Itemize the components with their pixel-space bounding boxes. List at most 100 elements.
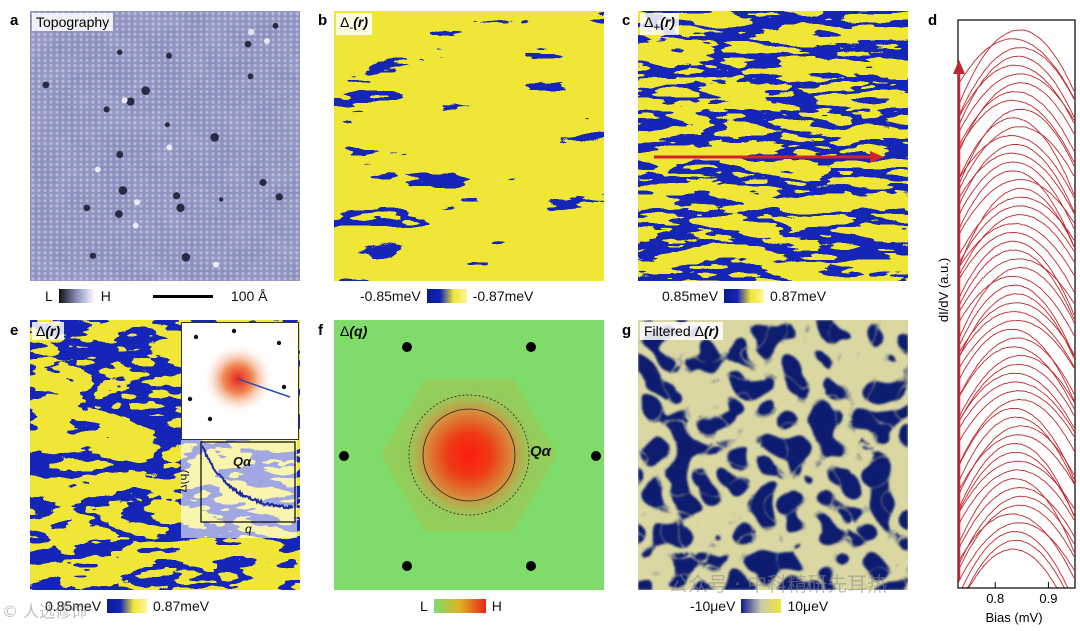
spectrum-curve: [957, 469, 1075, 526]
panel-letter-c: c: [622, 12, 631, 29]
panel-letter-b: b: [318, 12, 328, 29]
colorbar-low-label: L: [420, 598, 428, 614]
gap-map-plus: Δ+(r): [638, 11, 908, 281]
watermark: 公众号 · 中科精研先耳热: [668, 572, 888, 596]
inset-ylabel: Δ(q): [181, 469, 190, 493]
spectrum-curve: [958, 531, 1074, 589]
gap-map-minus: Δ-(r): [334, 11, 604, 281]
panel-label-filtered: Filtered Δ(r): [640, 322, 723, 340]
spectrum-curve: [957, 354, 1075, 420]
panel-label-fft: Δ(q): [340, 323, 368, 339]
x-tick-label: 0.8: [986, 591, 1004, 606]
colorbar-swatch: [107, 599, 148, 613]
colorbar-low-label: 0.85meV: [662, 288, 719, 304]
colorbar-low-label: -10μeV: [690, 598, 736, 614]
inset-xlabel: q: [245, 522, 252, 536]
spectrum-curve: [957, 64, 1075, 124]
watermark: © 人选修饰: [2, 602, 88, 621]
spectrum-curve: [957, 135, 1075, 198]
spectrum-curve: [957, 47, 1075, 119]
spectrum-curve: [957, 442, 1075, 517]
fft-map: Δ(q) Qα: [334, 320, 604, 590]
panel-letter-e: e: [10, 322, 19, 339]
spectrum-curve: [957, 513, 1075, 579]
panel-letter-a: a: [10, 12, 19, 29]
bragg-peak: [339, 451, 349, 461]
spectrum-curve: [957, 187, 1075, 270]
topography-map: Topography: [30, 11, 300, 281]
spectrum-curve: [957, 337, 1075, 399]
panel-label-topography: Topography: [32, 13, 114, 31]
spectrum-curve: [957, 311, 1075, 367]
colorbar-high-label: H: [491, 598, 502, 614]
colorbar-c: 0.85meV 0.87meV: [662, 288, 826, 304]
arrow-head: [953, 60, 965, 74]
colorbar-high-label: H: [100, 288, 111, 304]
colorbar-low-label: L: [45, 288, 53, 304]
spectrum-curve: [957, 29, 1075, 108]
bragg-peak: [591, 451, 601, 461]
panel-label-gap: Δ(r): [32, 322, 65, 340]
panel-letter-d: d: [928, 12, 938, 29]
scale-bar-label: 100 Å: [230, 288, 268, 304]
bragg-peak: [402, 561, 412, 571]
spectrum-curve: [957, 319, 1075, 371]
spectrum-curve: [957, 214, 1075, 278]
colorbar-high-label: -0.87meV: [472, 288, 534, 304]
y-axis-label: dI/dV (a.u.): [936, 258, 951, 322]
spectrum-curve: [957, 196, 1075, 258]
x-tick-label: 0.9: [1039, 591, 1057, 606]
spectrum-curve: [957, 178, 1075, 237]
panel-label-gap-minus: Δ-(r): [336, 13, 373, 35]
bragg-peak: [526, 561, 536, 571]
spectrum-curve: [957, 143, 1075, 213]
spectrum-curve: [957, 161, 1075, 229]
colorbar-b: -0.85meV -0.87meV: [360, 288, 533, 304]
spectrum-curve: [957, 346, 1075, 409]
spectrum-curve: [957, 302, 1075, 356]
spectrum-curve: [957, 363, 1075, 424]
spectrum-curve: [957, 223, 1075, 276]
colorbar-g: -10μeV 10μeV: [690, 598, 828, 614]
spectrum-curve: [957, 284, 1075, 357]
spectrum-curve: [957, 117, 1075, 195]
spectrum-curve: [957, 495, 1075, 567]
bragg-peak: [526, 342, 536, 352]
inset-fft: [181, 322, 299, 440]
spectrum-curve: [957, 504, 1075, 572]
spectrum-curve: [957, 108, 1075, 187]
x-axis-label: Bias (mV): [985, 610, 1042, 625]
spectrum-curve: [957, 91, 1075, 152]
spectrum-curve: [957, 522, 1075, 583]
panel-letter-f: f: [318, 322, 323, 339]
colorbar-swatch: [433, 599, 486, 613]
spectrum-curve: [957, 293, 1075, 360]
q-alpha-label: Qα: [530, 443, 551, 460]
spectrum-curve: [957, 451, 1075, 516]
inset-profile: Δ(q) Qα q: [181, 440, 297, 538]
spectrum-curve: [957, 73, 1075, 135]
spectrum-curve: [958, 548, 1074, 589]
spectrum-curve: [957, 258, 1075, 315]
spectrum-curve: [957, 425, 1075, 498]
colorbar-a: L H 100 Å: [45, 288, 268, 304]
filtered-gap-map: Filtered Δ(r): [638, 320, 908, 590]
spectrum-curve: [957, 478, 1075, 552]
spectrum-curve: [957, 205, 1075, 266]
colorbar-low-label: -0.85meV: [360, 288, 421, 304]
colorbar-swatch: [741, 599, 782, 613]
colorbar-swatch: [724, 289, 765, 303]
spectrum-curve: [957, 407, 1075, 480]
spectrum-curve: [957, 328, 1075, 401]
spectrum-curve: [957, 434, 1075, 492]
spectrum-curve: [958, 539, 1074, 589]
colorbar-f: L H: [420, 598, 502, 614]
bragg-peak: [402, 342, 412, 352]
colorbar-e: 0.85meV 0.87meV: [45, 598, 209, 614]
spectrum-curve: [957, 486, 1075, 551]
linecut-arrow-head: [870, 151, 884, 163]
spectrum-curve: [957, 372, 1075, 428]
spectrum-curve: [957, 381, 1075, 432]
spectrum-curve: [957, 126, 1075, 193]
colorbar-high-label: 10μeV: [787, 598, 829, 614]
